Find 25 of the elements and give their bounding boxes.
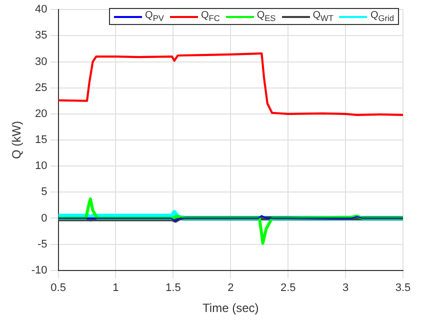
y-tick-label: 15 — [35, 134, 48, 146]
legend-label: Q$_{ES}$ — [256, 10, 276, 23]
y-tick-label: 30 — [35, 56, 48, 68]
x-tick-label: 3.5 — [395, 282, 411, 294]
y-axis-title: Q (kW) — [10, 121, 24, 159]
x-tick-label: 0.5 — [50, 282, 66, 294]
legend-label: Q$_{WT}$ — [312, 10, 334, 23]
y-tick-label: 35 — [35, 30, 48, 42]
legend-label: Q$_{PV}$ — [145, 10, 164, 23]
legend-label: Q$_{Grid}$ — [370, 10, 394, 23]
x-tick-label: 2 — [228, 282, 234, 294]
y-tick-label: 10 — [35, 160, 48, 172]
y-tick-label: -5 — [38, 238, 48, 250]
x-tick-label: 1 — [112, 282, 119, 294]
y-tick-label: 0 — [41, 212, 48, 224]
x-tick-label: 2.5 — [280, 282, 296, 294]
y-tick-label: -10 — [31, 264, 48, 276]
x-tick-label: 3 — [342, 282, 349, 294]
y-tick-label: 40 — [35, 4, 48, 16]
x-tick-label: 1.5 — [166, 282, 181, 294]
y-tick-label: 5 — [41, 186, 48, 198]
x-axis-title: Time (sec) — [202, 301, 259, 316]
y-tick-label: 25 — [35, 82, 48, 94]
y-tick-label: 20 — [35, 108, 48, 120]
legend-label: Q$_{FC}$ — [200, 10, 220, 23]
